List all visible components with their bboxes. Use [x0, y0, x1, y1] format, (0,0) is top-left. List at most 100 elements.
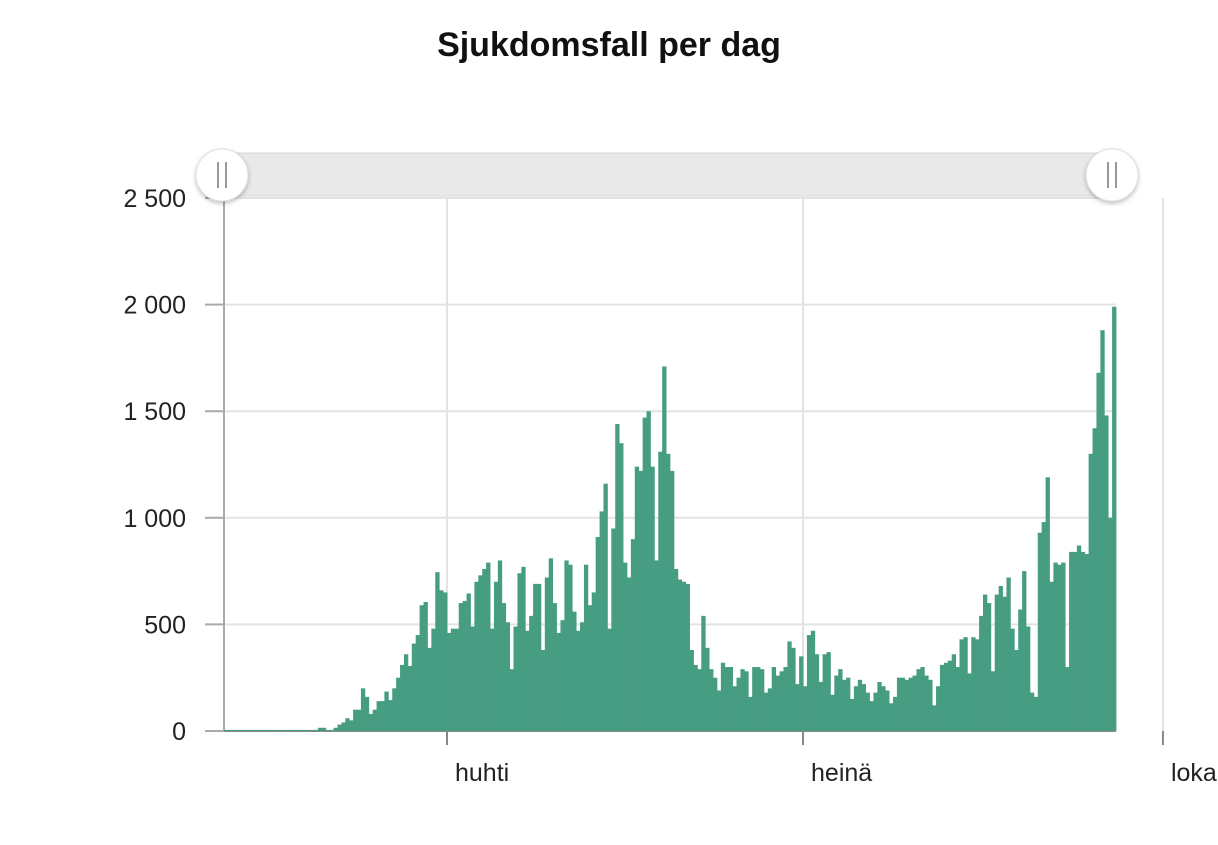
- bar[interactable]: [943, 662, 949, 731]
- bar[interactable]: [924, 675, 929, 731]
- bar[interactable]: [1049, 581, 1054, 731]
- bar[interactable]: [439, 590, 444, 731]
- bar[interactable]: [928, 679, 933, 731]
- bar[interactable]: [677, 579, 683, 731]
- bar[interactable]: [1069, 551, 1074, 731]
- bar[interactable]: [971, 637, 976, 731]
- bar[interactable]: [955, 667, 960, 731]
- bar[interactable]: [501, 603, 507, 731]
- bar[interactable]: [321, 727, 327, 731]
- bar[interactable]: [846, 677, 851, 731]
- bar[interactable]: [458, 603, 464, 731]
- bar[interactable]: [357, 709, 362, 731]
- bar[interactable]: [466, 593, 471, 731]
- bar[interactable]: [689, 649, 694, 731]
- bar[interactable]: [1014, 649, 1019, 731]
- bar[interactable]: [274, 729, 280, 731]
- bar[interactable]: [771, 667, 777, 731]
- bar[interactable]: [411, 643, 417, 731]
- bar[interactable]: [1041, 522, 1046, 731]
- bar[interactable]: [443, 592, 448, 731]
- bar[interactable]: [670, 470, 675, 731]
- bar[interactable]: [544, 577, 550, 731]
- bar[interactable]: [994, 594, 1000, 731]
- bar[interactable]: [267, 729, 272, 731]
- bar[interactable]: [419, 605, 424, 731]
- bar[interactable]: [1029, 692, 1035, 731]
- bar[interactable]: [975, 639, 980, 731]
- bar[interactable]: [611, 528, 616, 731]
- bar[interactable]: [580, 622, 585, 731]
- bar[interactable]: [243, 729, 248, 731]
- bar[interactable]: [685, 583, 690, 731]
- bar[interactable]: [435, 572, 440, 731]
- bar[interactable]: [1096, 372, 1101, 731]
- bar[interactable]: [364, 696, 370, 731]
- bar[interactable]: [313, 729, 319, 731]
- bar[interactable]: [1045, 477, 1050, 731]
- bar[interactable]: [822, 654, 827, 731]
- bar[interactable]: [470, 626, 475, 731]
- bar[interactable]: [482, 568, 487, 731]
- bar[interactable]: [619, 443, 624, 731]
- bar[interactable]: [529, 615, 534, 731]
- bar[interactable]: [493, 581, 499, 731]
- bar[interactable]: [376, 701, 381, 731]
- bar[interactable]: [842, 679, 847, 731]
- bar[interactable]: [986, 603, 992, 731]
- bar[interactable]: [799, 656, 804, 731]
- bar[interactable]: [853, 686, 859, 731]
- bar[interactable]: [310, 729, 315, 731]
- bar[interactable]: [795, 684, 800, 731]
- bar[interactable]: [227, 729, 233, 731]
- bar[interactable]: [1065, 667, 1070, 731]
- bar[interactable]: [959, 639, 964, 731]
- bar[interactable]: [626, 577, 632, 731]
- bar[interactable]: [775, 675, 780, 731]
- bar[interactable]: [779, 671, 784, 731]
- bar[interactable]: [329, 729, 334, 731]
- bar[interactable]: [947, 660, 953, 731]
- bar[interactable]: [705, 647, 710, 731]
- bar[interactable]: [893, 696, 898, 731]
- bar[interactable]: [951, 654, 956, 731]
- bar[interactable]: [486, 562, 491, 731]
- bar[interactable]: [490, 628, 495, 731]
- bar[interactable]: [1084, 554, 1090, 731]
- bar[interactable]: [306, 729, 311, 731]
- bar[interactable]: [255, 729, 260, 731]
- bar[interactable]: [744, 671, 749, 731]
- bar[interactable]: [282, 729, 287, 731]
- bar[interactable]: [716, 690, 722, 731]
- bar[interactable]: [423, 602, 428, 731]
- bar[interactable]: [814, 654, 820, 731]
- bar[interactable]: [1022, 571, 1027, 731]
- bar[interactable]: [1100, 330, 1105, 731]
- bar[interactable]: [478, 575, 483, 731]
- bar[interactable]: [791, 647, 796, 731]
- bar[interactable]: [1072, 551, 1078, 731]
- bar[interactable]: [556, 632, 561, 731]
- bar[interactable]: [752, 667, 757, 731]
- bar[interactable]: [576, 630, 581, 731]
- bar[interactable]: [533, 583, 538, 731]
- bar[interactable]: [666, 453, 671, 731]
- bar[interactable]: [1061, 562, 1066, 731]
- bar[interactable]: [270, 729, 276, 731]
- bar[interactable]: [345, 718, 350, 731]
- bar[interactable]: [889, 703, 894, 731]
- bar[interactable]: [1088, 453, 1093, 731]
- bar[interactable]: [904, 679, 910, 731]
- bar[interactable]: [615, 423, 620, 731]
- bar[interactable]: [748, 696, 753, 731]
- bar[interactable]: [317, 727, 323, 731]
- bar[interactable]: [998, 586, 1003, 731]
- bar[interactable]: [759, 669, 765, 731]
- bar[interactable]: [392, 688, 397, 731]
- bar[interactable]: [912, 675, 917, 731]
- bar[interactable]: [630, 539, 636, 731]
- bar[interactable]: [967, 673, 972, 731]
- bar[interactable]: [982, 594, 988, 731]
- bar[interactable]: [431, 628, 436, 731]
- bar[interactable]: [474, 581, 479, 731]
